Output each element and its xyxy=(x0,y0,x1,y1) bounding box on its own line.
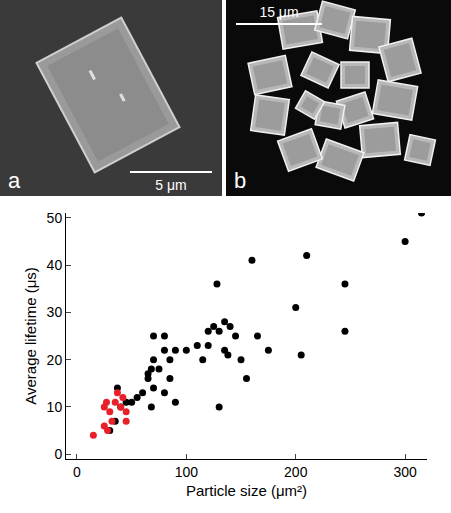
svg-text:10: 10 xyxy=(47,399,63,415)
svg-text:200: 200 xyxy=(284,464,308,480)
svg-text:Particle size (μm²): Particle size (μm²) xyxy=(186,482,307,499)
svg-text:0: 0 xyxy=(73,464,81,480)
svg-text:15 μm: 15 μm xyxy=(259,4,298,20)
svg-text:b: b xyxy=(234,168,246,193)
svg-text:5 μm: 5 μm xyxy=(155,177,186,193)
svg-text:30: 30 xyxy=(47,304,63,320)
svg-text:100: 100 xyxy=(175,464,199,480)
svg-text:a: a xyxy=(8,168,21,193)
svg-text:300: 300 xyxy=(393,464,417,480)
svg-text:20: 20 xyxy=(47,352,63,368)
svg-text:Average lifetime (μs): Average lifetime (μs) xyxy=(22,267,39,405)
svg-text:40: 40 xyxy=(47,257,63,273)
svg-text:50: 50 xyxy=(47,210,63,226)
svg-text:0: 0 xyxy=(54,446,62,462)
